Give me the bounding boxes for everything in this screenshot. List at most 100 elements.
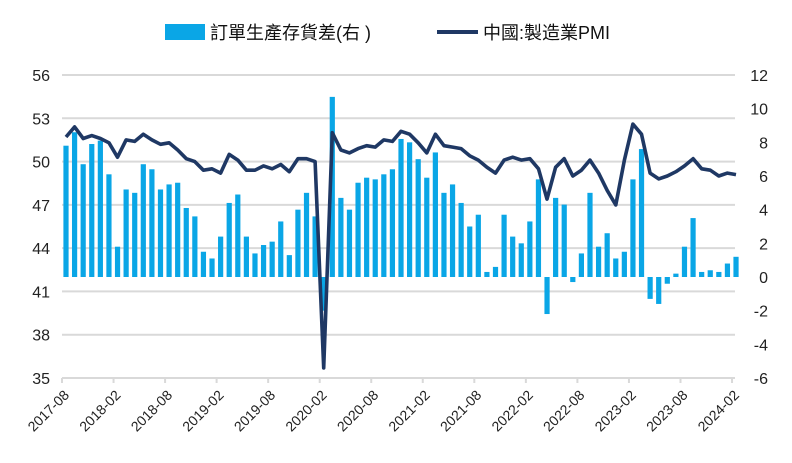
bar — [492, 266, 499, 277]
right-tick-label: -2 — [754, 304, 768, 321]
x-tick-label: 2020-02 — [282, 387, 330, 435]
bar — [71, 132, 78, 277]
bar — [673, 273, 679, 277]
bar — [578, 253, 584, 277]
bar — [432, 152, 438, 277]
bar — [501, 214, 507, 277]
left-tick-label: 47 — [32, 198, 50, 215]
bar — [166, 184, 172, 277]
bar — [286, 255, 292, 277]
legend: 訂單生產存貨差(右 ) 中國:製造業PMI — [165, 23, 610, 43]
bar — [226, 202, 232, 277]
bar — [398, 138, 404, 277]
bar — [97, 140, 103, 277]
bar — [510, 236, 516, 277]
bar — [535, 179, 542, 277]
bar — [553, 197, 559, 277]
bar — [467, 226, 473, 277]
x-tick-label: 2018-08 — [128, 387, 176, 435]
bar — [724, 263, 731, 277]
bar — [527, 221, 533, 277]
bar — [243, 236, 249, 277]
x-tick-label: 2019-02 — [179, 387, 227, 435]
bar — [638, 149, 645, 277]
left-tick-label: 38 — [32, 328, 50, 345]
bar — [630, 179, 636, 277]
bar-series — [63, 96, 739, 315]
bar — [140, 164, 146, 277]
bar — [604, 233, 610, 277]
bar — [681, 246, 688, 277]
x-tick-label: 2017-08 — [24, 387, 72, 435]
left-tick-label: 56 — [32, 68, 50, 85]
x-axis — [61, 377, 735, 383]
bar — [415, 159, 421, 277]
bar — [192, 216, 198, 277]
left-tick-label: 44 — [32, 241, 50, 258]
bar — [303, 192, 310, 277]
bar — [389, 169, 396, 277]
x-tick-label: 2023-08 — [643, 387, 691, 435]
bar — [346, 209, 353, 277]
legend-bar-label: 訂單生產存貨差(右 ) — [210, 23, 371, 43]
bar — [235, 194, 241, 277]
bar — [114, 246, 121, 277]
x-tick-label: 2019-08 — [231, 387, 279, 435]
bar — [733, 256, 739, 277]
right-tick-label: 4 — [759, 203, 768, 220]
bar — [441, 192, 447, 277]
bar — [218, 236, 224, 277]
x-tick-label: 2018-02 — [76, 387, 124, 435]
bar — [587, 192, 593, 277]
bar — [656, 277, 662, 304]
bar — [278, 221, 284, 277]
bar — [699, 271, 705, 277]
left-tick-label: 53 — [32, 111, 50, 128]
bar — [63, 145, 69, 277]
legend-line-label: 中國:製造業PMI — [483, 23, 610, 43]
bar — [209, 258, 215, 277]
x-tick-label: 2023-02 — [591, 387, 639, 435]
left-axis-ticks: 35 38 41 44 47 50 53 56 — [32, 68, 50, 388]
right-tick-label: 12 — [750, 68, 768, 85]
legend-bar-swatch — [165, 24, 205, 40]
bar — [518, 243, 524, 277]
bar — [149, 169, 155, 277]
bar — [295, 209, 301, 277]
x-tick-label: 2020-08 — [334, 387, 382, 435]
bar — [544, 277, 550, 315]
bar — [570, 277, 576, 283]
bar — [449, 184, 456, 277]
left-tick-label: 41 — [32, 284, 50, 301]
bar — [200, 251, 207, 277]
x-tick-label: 2021-08 — [437, 387, 485, 435]
bar — [458, 202, 464, 277]
left-tick-label: 35 — [32, 371, 50, 388]
bar — [613, 258, 619, 277]
right-tick-label: -6 — [754, 371, 768, 388]
bar — [175, 182, 181, 277]
bar — [183, 207, 189, 277]
bar — [621, 251, 627, 277]
bar — [475, 214, 481, 277]
x-tick-label: 2024-02 — [694, 387, 742, 435]
bar — [157, 189, 164, 277]
bar — [561, 204, 567, 277]
left-tick-label: 50 — [32, 155, 50, 172]
bar — [321, 277, 327, 311]
right-tick-label: -4 — [754, 337, 768, 354]
right-axis-ticks: -6 -4 -2 0 2 4 6 8 10 12 — [750, 68, 768, 388]
pmi-line — [64, 122, 737, 370]
bar — [664, 277, 670, 284]
bar — [484, 271, 490, 277]
bar — [716, 271, 722, 277]
right-tick-label: 10 — [750, 102, 768, 119]
bar — [707, 270, 713, 277]
bar — [312, 216, 318, 277]
bar — [106, 174, 112, 277]
bar — [407, 142, 413, 277]
x-tick-label: 2022-02 — [488, 387, 536, 435]
bar — [364, 177, 370, 277]
